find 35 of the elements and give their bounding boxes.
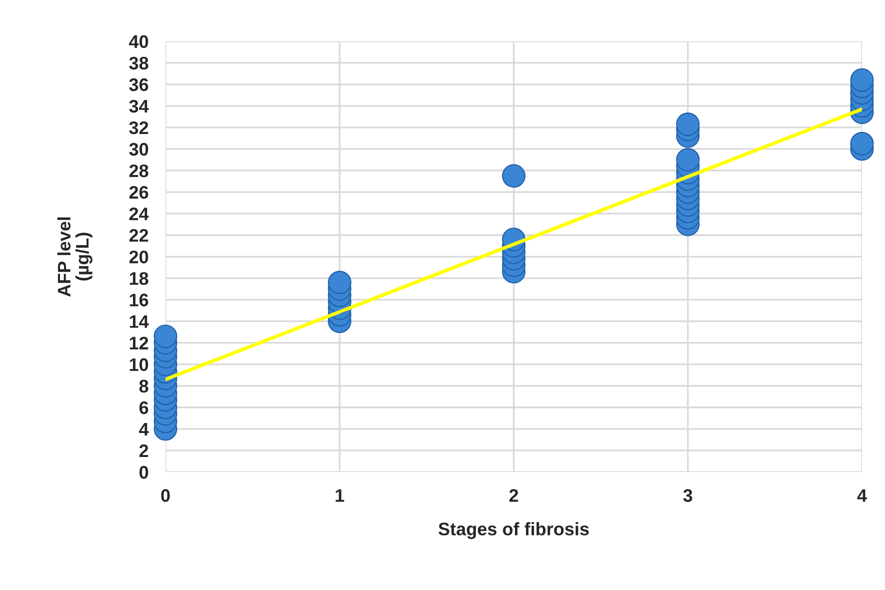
y-tick-label: 36: [129, 78, 148, 92]
y-axis-title: AFP level (µg/L): [57, 217, 92, 297]
y-tick-label: 12: [130, 336, 148, 350]
x-tick-label: 4: [857, 489, 867, 502]
y-tick-label: 30: [129, 142, 148, 156]
y-tick-label: 0: [140, 466, 148, 479]
point: [850, 68, 874, 92]
y-tick-label: 38: [129, 56, 148, 70]
y-tick-label: 34: [129, 100, 149, 113]
y-tick-label: 14: [130, 315, 149, 328]
point: [328, 270, 352, 294]
y-tick-label: 22: [129, 229, 148, 242]
y-tick-label: 40: [129, 35, 148, 48]
y-tick-label: 20: [129, 250, 148, 264]
point: [154, 324, 178, 348]
y-tick-label: 4: [139, 423, 149, 436]
y-tick-label: 16: [130, 294, 148, 306]
y-tick-label: 28: [129, 164, 148, 178]
y-tick-label: 10: [130, 358, 148, 372]
x-tick-label: 1: [336, 489, 344, 502]
x-tick-label: 2: [509, 489, 518, 502]
x-tick-label: 3: [683, 489, 692, 502]
y-tick-label: 18: [130, 272, 148, 285]
y-tick-label: 8: [139, 380, 148, 393]
point: [850, 132, 874, 156]
point: [676, 148, 700, 172]
y-tick-label: 26: [129, 186, 148, 199]
point: [502, 164, 526, 188]
point: [676, 112, 700, 136]
y-tick-label: 2: [139, 444, 148, 458]
y-tick-label: 32: [129, 121, 148, 134]
x-axis-title: Stages of fibrosis: [438, 522, 589, 540]
y-tick-label: 24: [129, 208, 149, 220]
y-tick-label: 6: [139, 401, 148, 414]
x-tick-label: 0: [161, 489, 170, 502]
